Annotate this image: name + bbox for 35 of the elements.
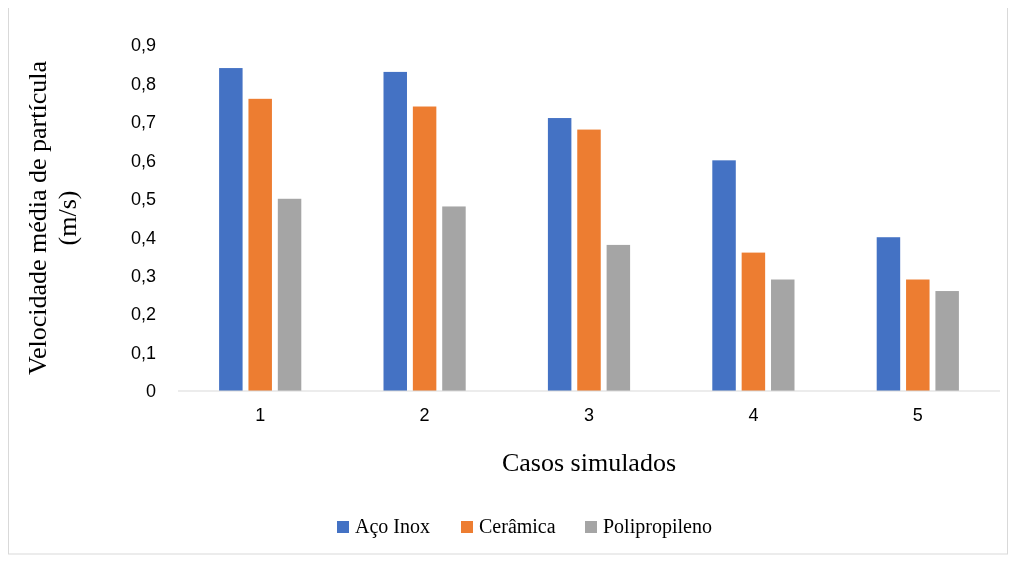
y-tick-label: 0,4 xyxy=(130,227,156,248)
bar xyxy=(606,244,631,391)
legend-label: Cerâmica xyxy=(479,515,556,537)
bar xyxy=(277,198,302,391)
x-tick-label: 4 xyxy=(748,405,759,425)
y-tick-label: 0,9 xyxy=(130,35,156,56)
bar xyxy=(771,279,795,391)
y-tick-label: 0 xyxy=(145,381,156,402)
bar xyxy=(906,279,930,391)
bar xyxy=(577,129,601,391)
bar xyxy=(412,106,437,391)
x-tick-label: 5 xyxy=(912,405,923,425)
bar xyxy=(935,291,959,391)
y-tick-label: 0,3 xyxy=(130,265,156,286)
bar xyxy=(712,160,736,391)
bar xyxy=(219,68,243,391)
y-axis-title: Velocidade média de partícula (m/s) xyxy=(23,60,82,376)
y-tick-label: 0,2 xyxy=(130,304,156,325)
legend-label: Aço Inox xyxy=(355,515,430,538)
y-tick-label: 0,5 xyxy=(130,189,156,210)
bar xyxy=(442,206,466,391)
legend-label: Polipropileno xyxy=(603,515,712,538)
x-tick-label: 2 xyxy=(419,405,430,425)
bar xyxy=(383,71,407,391)
y-tick-label: 0,6 xyxy=(130,150,156,171)
bar xyxy=(876,237,901,391)
bar xyxy=(248,98,272,391)
x-axis-title: Casos simulados xyxy=(501,448,677,477)
x-tick-label: 3 xyxy=(583,405,595,425)
bar xyxy=(547,118,572,391)
bar xyxy=(741,252,766,391)
y-tick-label: 0,8 xyxy=(130,73,156,94)
y-tick-label: 0,1 xyxy=(130,342,156,363)
y-tick-label: 0,7 xyxy=(130,112,156,133)
x-tick-label: 1 xyxy=(255,405,266,425)
